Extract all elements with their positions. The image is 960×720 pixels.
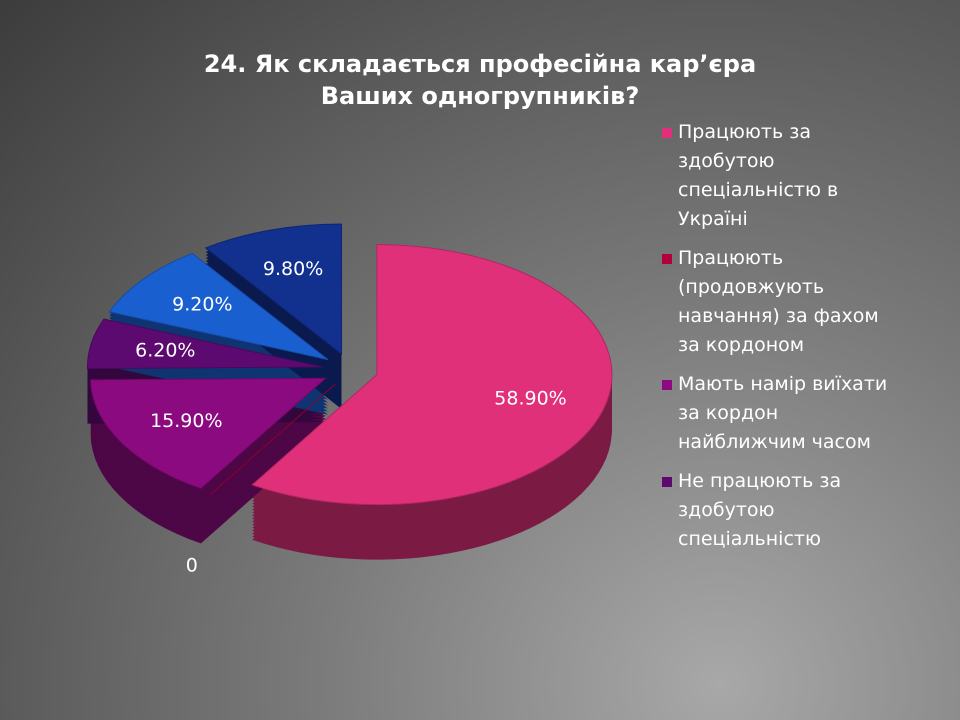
slice <box>108 252 329 361</box>
slice <box>210 383 336 495</box>
legend-label: Працюють (продовжують навчання) за фахом… <box>678 247 879 356</box>
slice <box>86 318 323 370</box>
legend-swatch <box>662 128 672 138</box>
data-label: 6.20% <box>135 339 195 361</box>
legend-entry: Працюють за здобутою спеціальністю в Укр… <box>660 118 900 234</box>
legend-entry: Не працюють за здобутою спеціальністю <box>660 467 900 554</box>
legend-swatch <box>662 380 672 390</box>
legend-label: Не працюють за здобутою спеціальністю <box>678 470 842 550</box>
slice <box>251 244 613 506</box>
data-label: 9.80% <box>263 258 323 280</box>
legend-swatch <box>662 254 672 264</box>
slice <box>204 223 343 356</box>
legend: Працюють за здобутою спеціальністю в Укр… <box>660 118 900 564</box>
legend-label: Працюють за здобутою спеціальністю в Укр… <box>678 121 839 230</box>
data-label: 0 <box>186 554 198 576</box>
legend-entry: Мають намір виїхати за кордон найближчим… <box>660 370 900 457</box>
data-label: 58.90% <box>494 388 566 410</box>
data-label: 15.90% <box>150 410 222 432</box>
legend-entry: Працюють (продовжують навчання) за фахом… <box>660 244 900 360</box>
chart-title: 24. Як складається професійна кар’єра Ва… <box>203 50 757 110</box>
slice <box>90 377 327 489</box>
legend-label: Мають намір виїхати за кордон найближчим… <box>678 373 888 453</box>
legend-swatch <box>662 477 672 487</box>
data-label: 9.20% <box>172 294 232 316</box>
